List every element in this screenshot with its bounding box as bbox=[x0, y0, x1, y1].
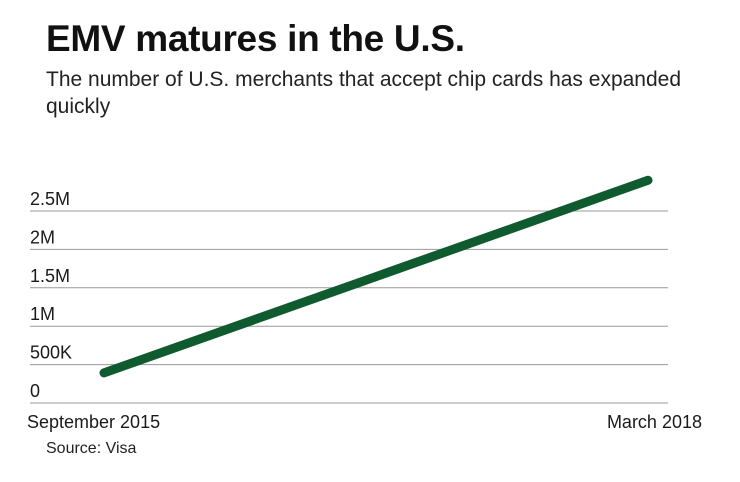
chart-title: EMV matures in the U.S. bbox=[46, 18, 465, 59]
chart-subtitle: The number of U.S. merchants that accept… bbox=[46, 68, 682, 118]
source-note: Source: Visa bbox=[46, 440, 137, 457]
series-layer bbox=[99, 175, 653, 378]
x-tick-label: September 2015 bbox=[27, 412, 160, 432]
series-line bbox=[99, 175, 653, 378]
y-tick-label: 1M bbox=[30, 304, 55, 324]
y-tick-label: 500K bbox=[30, 343, 72, 363]
x-tick-label: March 2018 bbox=[607, 412, 702, 432]
y-tick-label: 1.5M bbox=[30, 266, 70, 286]
y-tick-label: 2.5M bbox=[30, 189, 70, 209]
x-axis-tick-labels: September 2015 March 2018 bbox=[27, 412, 702, 432]
y-tick-label: 2M bbox=[30, 227, 55, 247]
y-tick-label: 0 bbox=[30, 381, 40, 401]
gridlines bbox=[30, 210, 668, 404]
y-axis-tick-labels: 0 500K 1M 1.5M 2M 2.5M bbox=[30, 189, 72, 401]
